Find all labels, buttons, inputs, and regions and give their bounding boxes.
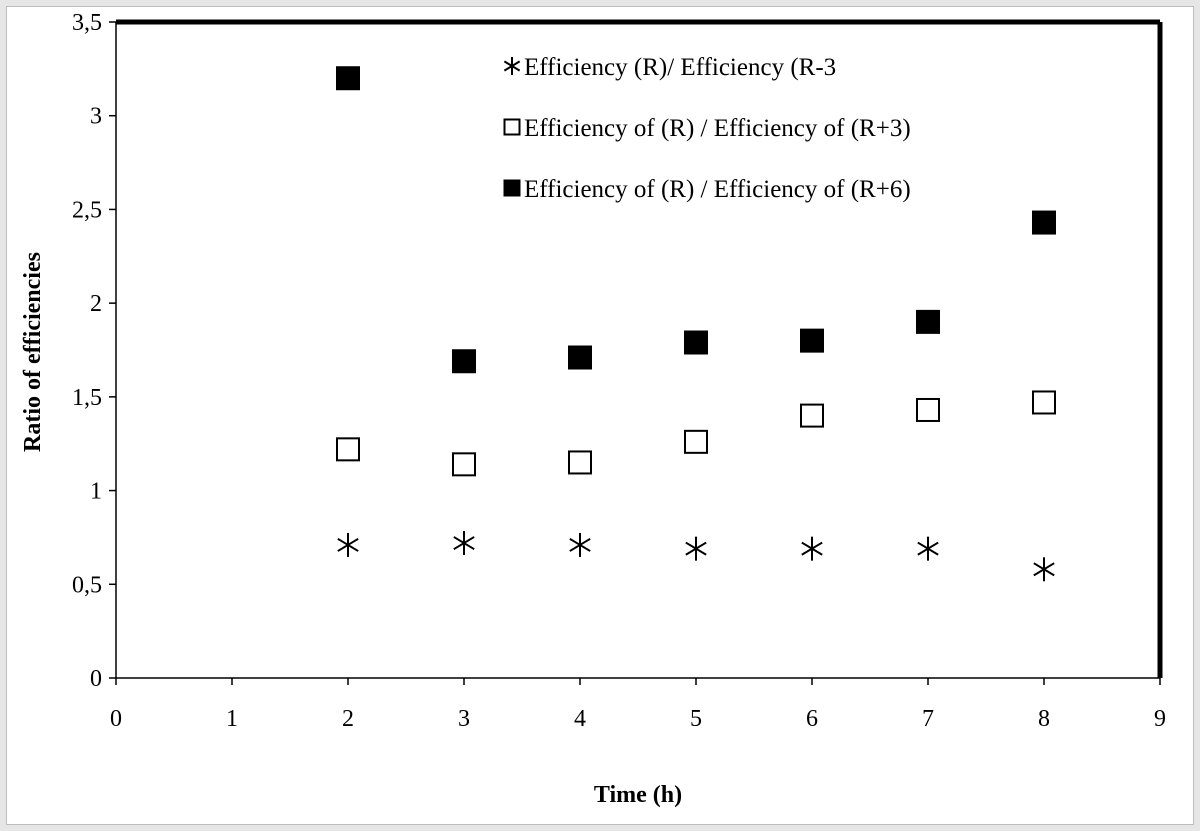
series-1 [337,531,1055,582]
data-point [569,532,591,557]
data-point [685,536,707,561]
data-series [336,66,1056,582]
x-tick-label: 0 [110,706,122,732]
legend-label: Efficiency of (R) / Efficiency of (R+6) [524,176,911,203]
asterisk-stroke [503,60,521,72]
x-tick-label: 2 [342,706,354,732]
data-point [917,536,939,561]
asterisk-stroke [569,537,591,552]
data-point [684,330,708,355]
open-square-marker [684,429,708,454]
filled-square-marker [452,349,476,374]
data-point [336,437,360,462]
y-tick-label: 3 [90,104,102,130]
asterisk-stroke [1033,562,1055,577]
filled-square-marker [1032,210,1056,235]
y-tick-label: 1 [90,479,102,505]
series-3 [336,66,1056,374]
asterisk-stroke [685,541,707,556]
x-tick-label: 8 [1038,706,1050,732]
y-tick-label: 2 [90,291,102,317]
data-point [1032,210,1056,235]
x-tick-label: 9 [1154,706,1166,732]
filled-square-marker [916,309,940,334]
y-axis-title: Ratio of efficiencies [20,252,46,452]
open-square-marker [1032,390,1056,415]
filled-square-marker [336,66,360,91]
x-axis-ticks: 0 1 2 3 4 5 6 7 8 9 [110,678,1166,732]
y-axis-ticks: 0 0,5 1 1,5 2 2,5 3 3,5 [72,10,116,692]
open-square-marker [336,437,360,462]
data-point [916,397,940,422]
legend-label: Efficiency of (R) / Efficiency of (R+3) [524,115,911,142]
data-point [1032,390,1056,415]
data-point [336,66,360,91]
plot-background [116,22,1160,678]
legend-marker [503,118,521,136]
data-point [916,309,940,334]
data-point [337,532,359,557]
data-point [568,450,592,475]
data-point [452,349,476,374]
legend-item: Efficiency (R)/ Efficiency (R-3 [503,54,836,81]
open-square-marker [568,450,592,475]
open-square-marker [800,403,824,428]
data-point [800,403,824,428]
x-tick-label: 4 [574,706,586,732]
data-point [452,452,476,477]
data-point [453,531,475,556]
x-tick-label: 7 [922,706,934,732]
y-tick-label: 0,5 [72,572,102,598]
asterisk-stroke [801,541,823,556]
asterisk-stroke [337,537,359,552]
data-point [684,429,708,454]
y-tick-label: 1,5 [72,385,102,411]
legend-marker [503,179,521,197]
plot-area [115,19,1163,679]
y-tick-label: 2,5 [72,197,102,223]
y-tick-label: 3,5 [72,10,102,36]
data-point [568,345,592,370]
filled-square-marker [684,330,708,355]
data-point [800,328,824,353]
filled-square-marker [800,328,824,353]
open-square-marker [916,397,940,422]
filled-square-marker [568,345,592,370]
data-point [801,536,823,561]
open-square-marker [503,118,521,136]
series-2 [336,390,1056,477]
data-point [1033,557,1055,582]
asterisk-stroke [453,536,475,551]
filled-square-marker [503,179,521,197]
x-tick-label: 3 [458,706,470,732]
y-tick-label: 0 [90,666,102,692]
legend-item: Efficiency of (R) / Efficiency of (R+6) [503,176,911,203]
legend-item: Efficiency of (R) / Efficiency of (R+3) [503,115,911,142]
x-tick-label: 5 [690,706,702,732]
legend-marker [503,57,521,75]
x-tick-label: 1 [226,706,238,732]
x-tick-label: 6 [806,706,818,732]
x-axis-title: Time (h) [594,782,682,808]
asterisk-stroke [917,541,939,556]
legend: Efficiency (R)/ Efficiency (R-3 Efficienc… [503,54,911,203]
open-square-marker [452,452,476,477]
legend-label: Efficiency (R)/ Efficiency (R-3 [524,54,836,81]
